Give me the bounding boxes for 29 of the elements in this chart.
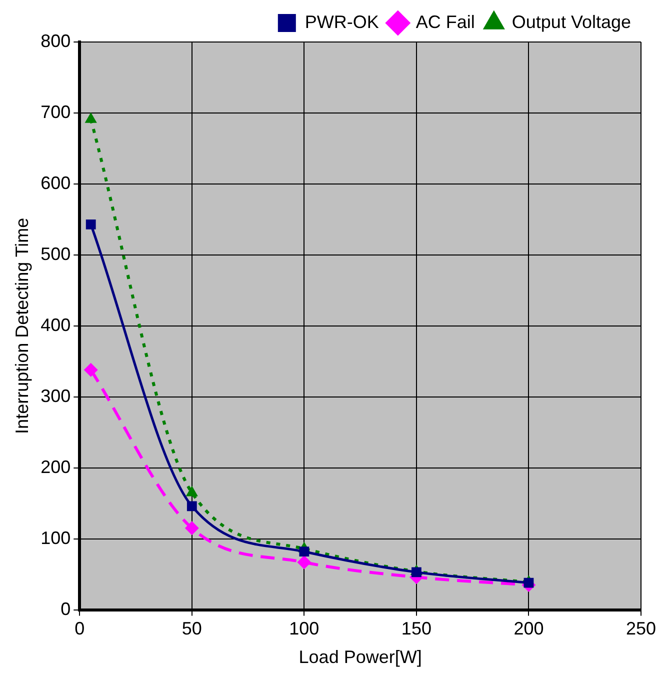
point	[186, 501, 197, 512]
x-tick-label: 0	[74, 618, 85, 639]
point	[297, 555, 312, 570]
legend-label: PWR-OK	[304, 12, 379, 32]
y-tick-label: 800	[40, 30, 71, 51]
x-tick-label: 200	[514, 618, 544, 639]
point	[299, 546, 310, 557]
point	[524, 578, 534, 588]
y-tick-label: 300	[40, 386, 71, 406]
x-tick-label: 50	[182, 618, 202, 639]
y-tick-label: 0	[60, 598, 71, 619]
y-tick-label: 200	[40, 456, 71, 477]
point	[86, 219, 96, 230]
y-tick-label: 600	[40, 172, 71, 193]
point	[84, 362, 98, 377]
x-tick-label: 150	[401, 618, 432, 639]
y-tick-label: 700	[40, 102, 71, 122]
y-axis-title: Interruption Detecting Time	[12, 218, 32, 434]
x-tick-label: 250	[626, 618, 656, 639]
point	[412, 567, 422, 578]
x-tick-label: 100	[289, 618, 320, 639]
y-tick-label: 500	[40, 244, 71, 264]
point	[184, 521, 199, 536]
legend-label: AC Fail	[416, 12, 475, 32]
point	[84, 112, 97, 123]
legend-label: Output Voltage	[512, 12, 631, 32]
x-axis-title: Load Power[W]	[298, 647, 422, 668]
y-tick-label: 100	[40, 528, 71, 548]
y-tick-label: 400	[40, 314, 71, 335]
